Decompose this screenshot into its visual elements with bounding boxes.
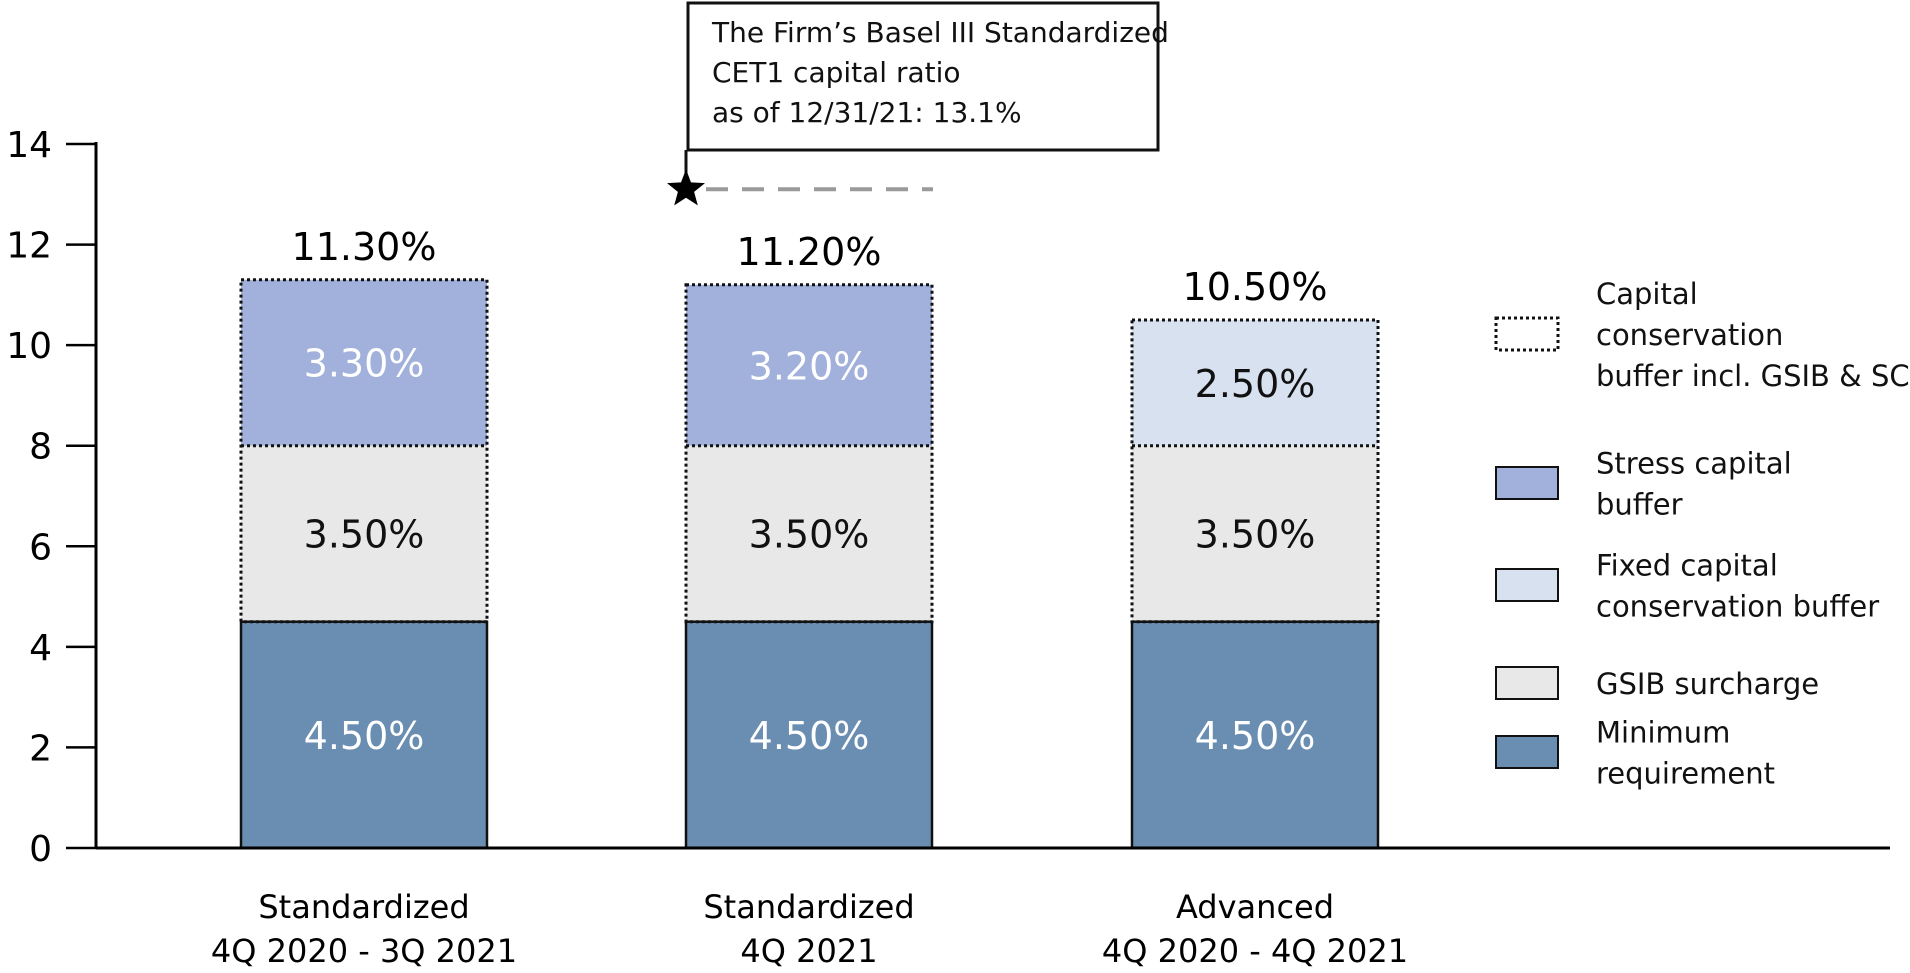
y-tick-label: 2: [29, 728, 52, 769]
bar-value-label: 3.30%: [304, 342, 425, 386]
legend-label: Stress capital: [1596, 447, 1792, 481]
bar-segment-minimum-requirement: [1132, 621, 1378, 848]
x-category-label: Standardized: [703, 888, 914, 926]
bar-segment-minimum-requirement: [241, 621, 487, 848]
bar-total-label: 11.20%: [737, 230, 882, 274]
annotation: The Firm’s Basel III Standardized CET1 ca…: [667, 1, 1169, 206]
legend-swatch: [1495, 735, 1559, 769]
x-category-label: 4Q 2021: [740, 932, 877, 970]
y-tick-label: 4: [29, 628, 52, 669]
x-category-label: 4Q 2020 - 3Q 2021: [211, 932, 517, 970]
x-category-label: 4Q 2020 - 4Q 2021: [1102, 932, 1408, 970]
legend-label: conservation buffer: [1596, 590, 1879, 624]
legend-label: buffer: [1596, 488, 1683, 522]
legend-label: conservation: [1596, 318, 1783, 352]
legend-label: Capital: [1596, 277, 1698, 311]
bar-segment-gsib-surcharge: [1132, 445, 1378, 622]
bar-value-label: 3.50%: [749, 513, 870, 557]
y-tick-label: 6: [29, 527, 52, 568]
legend: Capital conservation buffer incl. GSIB & S…: [1494, 277, 1910, 791]
bar-segment-fixed-capital-conservation-buffer: [1132, 320, 1378, 446]
y-tick-label: 10: [6, 326, 52, 367]
legend-label: GSIB surcharge: [1596, 667, 1819, 701]
y-tick-label: 12: [6, 226, 52, 267]
legend-label: Minimum: [1596, 716, 1730, 750]
bar-value-label: 4.50%: [1195, 714, 1316, 758]
star-icon: [667, 169, 705, 206]
bar-segment-gsib-surcharge: [686, 445, 932, 622]
buffer-dotted-outline: [684, 283, 934, 624]
bar-total-label: 11.30%: [292, 225, 437, 269]
legend-label: Fixed capital: [1596, 549, 1778, 583]
y-axis: 0 2 4 6 8 10 12 14: [6, 125, 98, 870]
bars: 4.50% 3.50% 3.30% 11.30% 4.50% 3.50% 3.20% 11.2…: [239, 225, 1380, 850]
y-tick-label: 0: [29, 829, 52, 870]
legend-label: buffer incl. GSIB & SCB: [1596, 359, 1910, 393]
legend-swatch: [1495, 466, 1559, 500]
y-tick-label: 8: [29, 427, 52, 468]
annotation-text: The Firm’s Basel III Standardized: [711, 16, 1169, 49]
y-tick-label: 14: [6, 125, 52, 166]
bar-value-label: 4.50%: [304, 714, 425, 758]
bar-segment-gsib-surcharge: [241, 445, 487, 622]
x-axis: Standardized 4Q 2020 - 3Q 2021 Standardize…: [96, 846, 1890, 970]
legend-swatch: [1495, 666, 1559, 700]
bar-value-label: 4.50%: [749, 714, 870, 758]
bar-segment-minimum-requirement: [686, 621, 932, 848]
bar-segment-stress-capital-buffer: [241, 279, 487, 446]
bar-value-label: 3.20%: [749, 344, 870, 388]
bar-value-label: 3.50%: [1195, 513, 1316, 557]
legend-label: requirement: [1596, 757, 1775, 791]
buffer-dotted-outline: [1130, 318, 1380, 624]
buffer-dotted-outline: [239, 278, 489, 624]
bar-total-label: 10.50%: [1183, 265, 1328, 309]
legend-swatch: [1494, 316, 1560, 352]
annotation-box: [686, 1, 1160, 152]
annotation-text: as of 12/31/21: 13.1%: [712, 96, 1022, 129]
x-category-label: Standardized: [258, 888, 469, 926]
bar-value-label: 2.50%: [1195, 362, 1316, 406]
x-category-label: Advanced: [1176, 888, 1334, 926]
legend-swatch: [1495, 568, 1559, 602]
annotation-text: CET1 capital ratio: [712, 56, 961, 89]
bar-value-label: 3.50%: [304, 513, 425, 557]
bar-segment-stress-capital-buffer: [686, 284, 932, 446]
